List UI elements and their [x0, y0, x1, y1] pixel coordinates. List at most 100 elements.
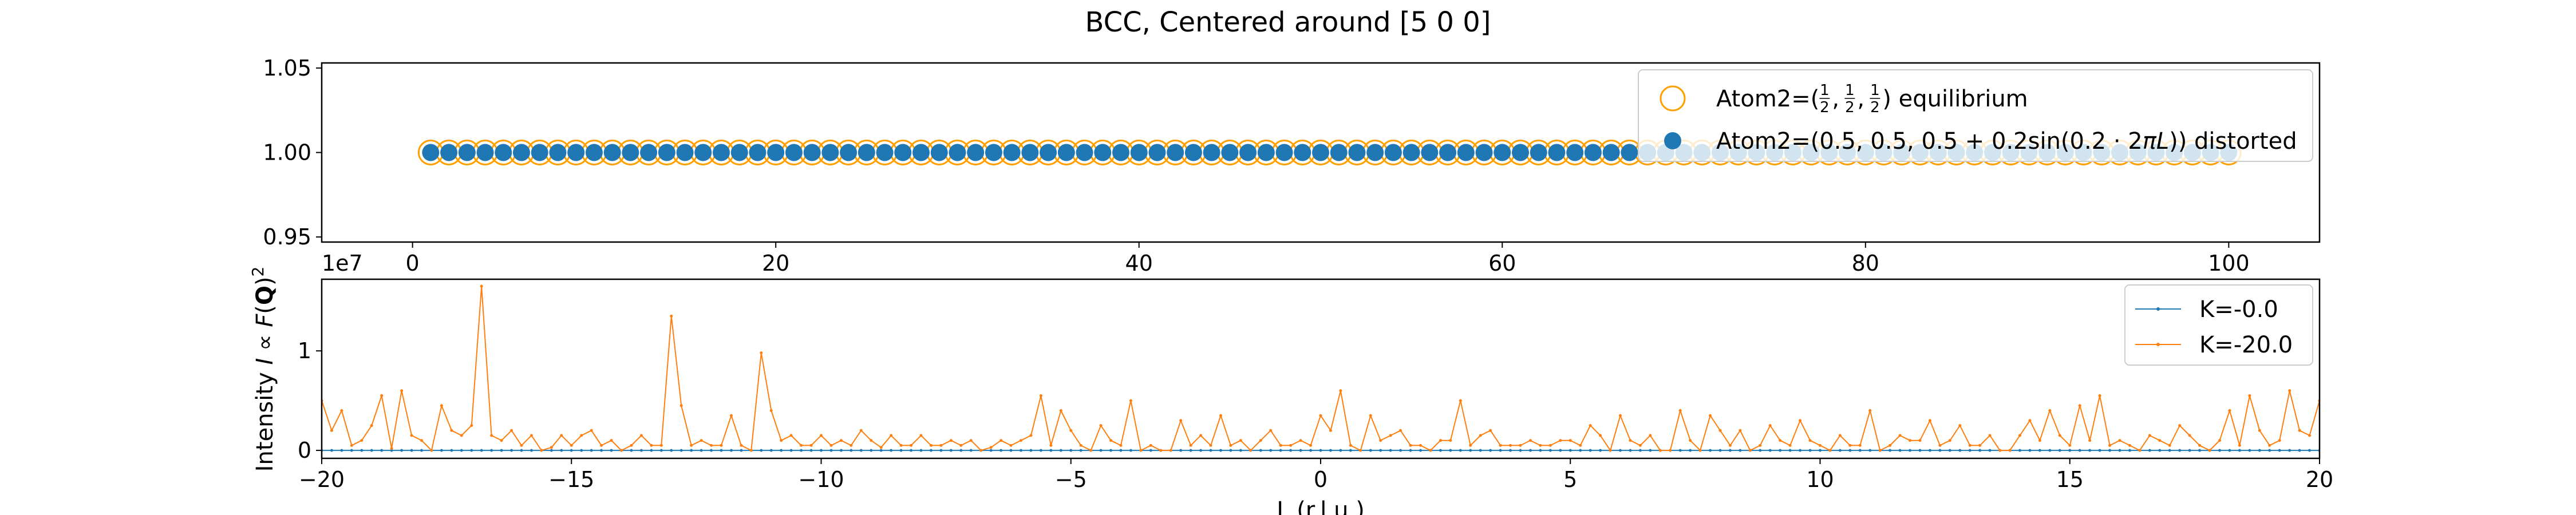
series-point: [470, 424, 473, 427]
series-point: [580, 434, 583, 437]
series-point: [2278, 449, 2281, 452]
series-point: [1848, 449, 1852, 452]
series-point: [450, 449, 453, 452]
series-point: [659, 449, 663, 452]
bottom-x-tick-label: 5: [1563, 467, 1577, 492]
series-point: [1519, 449, 1522, 452]
bottom-y-axis-label: Intensity I ∝ F(Q)2: [248, 267, 278, 472]
bottom-x-axis-label: L (r.l.u.): [1277, 497, 1365, 515]
series-point: [600, 443, 603, 447]
series-point: [1619, 414, 1622, 417]
series-point: [1069, 429, 1073, 432]
series-point: [679, 449, 683, 452]
series-point: [510, 429, 513, 432]
series-point: [1119, 449, 1123, 452]
series-point: [330, 429, 333, 432]
series-point: [1299, 439, 1302, 442]
series-point: [1379, 449, 1382, 452]
series-point: [1539, 443, 1542, 447]
series-point: [949, 439, 953, 442]
series-point: [1669, 449, 1672, 452]
series-point: [1759, 443, 1762, 447]
series-point: [1838, 449, 1842, 452]
series-point: [1828, 449, 1832, 452]
series-point: [1539, 449, 1542, 452]
series-point: [820, 449, 823, 452]
distorted-point: [531, 144, 548, 161]
distorted-point: [803, 144, 821, 161]
series-point: [769, 409, 773, 413]
series-point: [1629, 439, 1632, 442]
series-point: [2308, 434, 2312, 437]
series-point: [2088, 449, 2092, 452]
series-point: [1509, 449, 1512, 452]
series-point: [1638, 449, 1642, 452]
series-point: [1759, 449, 1762, 452]
distorted-point: [1566, 144, 1584, 161]
bottom-x-tick-label: −5: [1055, 467, 1087, 492]
series-point: [1888, 449, 1892, 452]
legend-frac-denominator: 2: [1870, 99, 1880, 116]
distorted-point: [1112, 144, 1129, 161]
series-point: [1349, 449, 1352, 452]
series-point: [1868, 409, 1872, 413]
series-point: [1109, 449, 1113, 452]
series-point: [630, 443, 633, 447]
series-point: [2198, 443, 2202, 447]
series-point: [2068, 449, 2072, 452]
distorted-point: [1330, 144, 1348, 161]
distorted-point: [1275, 144, 1293, 161]
series-point: [1739, 429, 1742, 432]
series-point: [1788, 449, 1792, 452]
series-point: [1958, 449, 1962, 452]
series-point: [1898, 434, 1902, 437]
distorted-point: [1475, 144, 1493, 161]
series-point: [1548, 449, 1552, 452]
series-point: [2258, 429, 2261, 432]
legend-label-distorted: Atom2=(0.5, 0.5, 0.5 + 0.2sin(0.2 · 2πL)…: [1716, 128, 2297, 154]
series-point: [1329, 429, 1332, 432]
series-point: [620, 449, 623, 452]
series-point: [1009, 449, 1013, 452]
series-point: [2058, 449, 2061, 452]
series-point: [2118, 449, 2121, 452]
series-point: [1988, 449, 1992, 452]
series-point: [1878, 449, 1882, 452]
series-point: [590, 449, 593, 452]
series-point: [2028, 419, 2032, 422]
series-point: [1089, 449, 1093, 452]
series-point: [2158, 439, 2162, 442]
series-point: [650, 449, 653, 452]
distorted-point: [1094, 144, 1112, 161]
series-point: [1329, 449, 1332, 452]
series-point: [1189, 443, 1192, 447]
distorted-point: [749, 144, 767, 161]
series-point: [850, 443, 853, 447]
series-point: [2188, 449, 2191, 452]
distorted-point: [1621, 144, 1638, 161]
distorted-point: [1003, 144, 1021, 161]
series-point: [769, 449, 773, 452]
distorted-point: [622, 144, 639, 161]
bottom-y-axis: 01: [298, 338, 322, 463]
bottom-x-tick-label: 20: [2306, 467, 2333, 492]
legend-frac-numerator: 1: [1845, 82, 1855, 99]
series-point: [859, 429, 863, 432]
distorted-point: [495, 144, 512, 161]
distorted-point: [1366, 144, 1384, 161]
series-point: [700, 439, 703, 442]
series-point: [789, 449, 793, 452]
series-point: [929, 449, 933, 452]
series-point: [659, 443, 663, 447]
series-point: [2238, 449, 2241, 452]
series-point: [1199, 434, 1203, 437]
series-point: [749, 449, 753, 452]
series-point: [1139, 449, 1143, 452]
series-point: [2148, 449, 2151, 452]
legend-frac-comma: ,: [1857, 86, 1864, 112]
bottom-plot-area: [322, 284, 2320, 452]
series-point: [1099, 449, 1103, 452]
series-point: [780, 439, 783, 442]
series-point: [1039, 394, 1042, 397]
series-point: [1928, 449, 1931, 452]
